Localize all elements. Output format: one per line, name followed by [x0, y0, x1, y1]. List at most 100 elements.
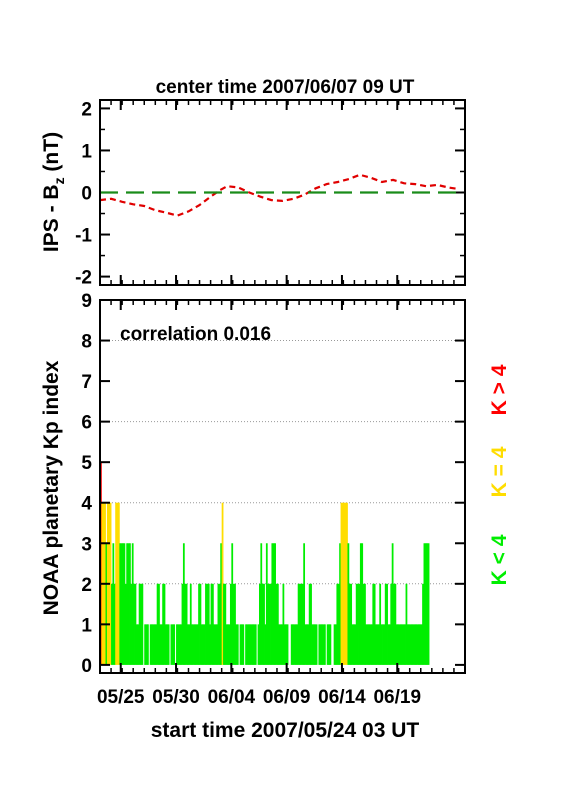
kp-bar — [259, 583, 261, 665]
kp-bar — [271, 543, 274, 665]
kp-bar — [348, 583, 351, 665]
bz-y-tick-label: 1 — [81, 141, 92, 162]
kp-bar — [426, 543, 429, 665]
kp-bar — [415, 624, 418, 665]
kp-bar — [185, 583, 188, 665]
kp-bar — [228, 624, 231, 665]
kp-bar — [192, 624, 195, 665]
kp-bar — [373, 583, 376, 665]
kp-bar — [391, 543, 394, 665]
kp-bar — [115, 502, 117, 665]
kp-bar — [275, 583, 278, 665]
bz-y-ticks: 2 1 0 -1 -2 — [75, 99, 465, 289]
kp-y-tick-label: 0 — [81, 656, 92, 677]
kp-bar — [318, 624, 321, 665]
kp-bar — [241, 624, 243, 665]
kp-bar — [314, 624, 317, 665]
kp-bar — [301, 583, 304, 665]
kp-bar — [247, 624, 250, 665]
correlation-annotation: correlation 0.016 — [120, 324, 271, 345]
kp-bar — [358, 583, 361, 665]
kp-bar — [387, 624, 390, 665]
kp-bar — [377, 624, 380, 665]
kp-bar — [274, 543, 276, 665]
kp-bar — [153, 624, 156, 665]
kp-bar — [203, 624, 206, 665]
kp-bar — [395, 624, 398, 665]
kp-y-tick-label: 4 — [81, 494, 92, 515]
kp-bar — [361, 543, 364, 665]
kp-bar — [359, 543, 362, 665]
kp-bar — [131, 543, 134, 665]
kp-bar — [188, 624, 191, 665]
kp-bar — [380, 624, 383, 665]
kp-bar — [369, 624, 372, 665]
kp-bar — [242, 624, 245, 665]
kp-bar — [164, 624, 167, 665]
kp-x-ticks: 05/25 05/30 06/04 06/09 06/14 06/19 — [97, 300, 466, 708]
kp-bars-group — [100, 462, 430, 665]
kp-bar — [220, 543, 223, 665]
kp-bar — [319, 624, 322, 665]
kp-bar — [126, 543, 129, 665]
kp-bar — [384, 583, 387, 665]
kp-bar — [264, 624, 267, 665]
kp-bar — [379, 583, 382, 665]
kp-x-tick-label: 06/14 — [318, 687, 366, 708]
kp-x-axis-label: start time 2007/05/24 03 UT — [151, 719, 420, 742]
kp-bar — [405, 583, 408, 665]
kp-bar — [290, 624, 293, 665]
kp-bar — [370, 624, 373, 665]
kp-bar — [162, 583, 164, 665]
bz-y-axis-label: IPS - Bz (nT) — [40, 132, 67, 252]
kp-bar — [406, 624, 409, 665]
kp-bar — [404, 624, 406, 665]
kp-bar — [336, 583, 339, 665]
kp-bar — [307, 624, 310, 665]
bz-panel: center time 2007/06/07 09 UT 2 1 0 -1 -2 IPS… — [40, 77, 466, 289]
kp-bar — [355, 583, 358, 665]
bz-y-tick-label: 2 — [81, 99, 92, 120]
kp-bar — [105, 543, 108, 665]
kp-y-tick-label: 9 — [81, 291, 92, 312]
kp-bar — [329, 624, 332, 665]
kp-bar — [300, 583, 303, 665]
kp-bar — [341, 502, 344, 665]
kp-bar — [156, 583, 159, 665]
kp-bar — [191, 624, 194, 665]
kp-bar — [253, 624, 256, 665]
kp-bar — [152, 624, 155, 665]
kp-bar — [109, 502, 112, 665]
kp-y-tick-label: 1 — [81, 615, 92, 636]
kp-bar — [184, 583, 187, 665]
kp-bar — [122, 543, 124, 665]
kp-bar — [333, 624, 336, 665]
kp-bar — [232, 583, 235, 665]
kp-bar — [272, 543, 275, 665]
kp-bar — [343, 502, 346, 665]
kp-bar — [158, 583, 160, 665]
kp-bar — [326, 624, 329, 665]
kp-bar — [412, 624, 415, 665]
kp-bar — [218, 583, 221, 665]
bz-y-tick-label: 0 — [81, 184, 92, 205]
kp-bar — [181, 583, 184, 665]
kp-bar — [155, 624, 158, 665]
kp-bar — [116, 502, 119, 665]
kp-bar — [200, 624, 203, 665]
kp-bar — [239, 624, 242, 665]
kp-bar — [351, 624, 354, 665]
kp-bar — [234, 583, 236, 665]
kp-bar — [207, 583, 210, 665]
kp-bar — [196, 624, 199, 665]
kp-bar — [137, 624, 140, 665]
kp-y-ticks: 9 8 7 6 5 4 3 2 1 0 — [81, 291, 465, 677]
kp-bar — [235, 624, 238, 665]
kp-bar — [423, 543, 426, 665]
kp-panel: 05/25 05/30 06/04 06/09 06/14 06/19 9 8 7 6 5 4 3 2 1… — [40, 291, 511, 742]
kp-bar — [321, 624, 323, 665]
kp-bar — [286, 624, 289, 665]
bz-panel-title: center time 2007/06/07 09 UT — [156, 77, 415, 98]
kp-bar — [400, 624, 402, 665]
